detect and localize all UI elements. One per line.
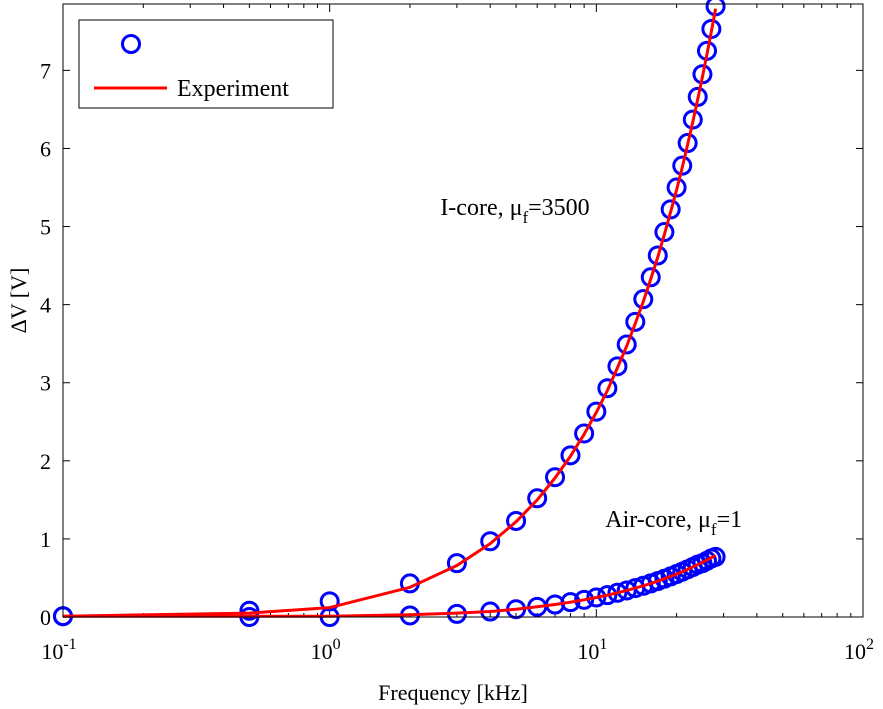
annotation: I-core, μf=3500 [440, 195, 589, 227]
data-point [480, 531, 501, 552]
data-point [597, 378, 618, 399]
data-point [625, 311, 646, 332]
x-tick-label: 10-1 [41, 636, 76, 664]
y-tick-label: 3 [40, 371, 51, 396]
series-layer [53, 0, 726, 627]
x-tick-label: 101 [577, 636, 607, 664]
data-point [506, 510, 527, 531]
y-axis-label: ΔV [V] [6, 268, 31, 334]
data-point [633, 289, 654, 310]
data-point [640, 267, 661, 288]
series-3 [62, 8, 718, 618]
data-point [560, 445, 581, 466]
y-tick-label: 5 [40, 215, 51, 240]
data-point [597, 585, 618, 606]
data-point [660, 199, 681, 220]
legend-marker [121, 34, 141, 54]
series-4 [63, 553, 717, 618]
plot-frame [62, 3, 864, 618]
tick-labels: 0 1 2 3 4 5 6 7 10-1 100 101 102 [40, 58, 874, 664]
data-point [574, 423, 595, 444]
y-tick-label: 4 [40, 293, 51, 318]
y-tick-label: 2 [40, 449, 51, 474]
data-point [672, 155, 693, 176]
y-tick-label: 1 [40, 527, 51, 552]
x-axis-label: Frequency [kHz] [378, 680, 528, 705]
data-point [239, 600, 260, 621]
legend: Experiment [78, 19, 334, 109]
data-point [607, 356, 628, 377]
legend-box [78, 19, 334, 109]
annotation: Air-core, μf=1 [605, 507, 742, 539]
legend-label: Experiment [177, 76, 289, 102]
data-point [586, 401, 607, 422]
data-point [545, 467, 566, 488]
data-point [607, 582, 628, 603]
x-tick-label: 100 [311, 636, 341, 664]
data-point [527, 488, 548, 509]
data-point [666, 177, 687, 198]
series-line [63, 553, 717, 618]
annotations: I-core, μf=3500 Air-core, μf=1 [440, 195, 742, 539]
y-tick-label: 6 [40, 136, 51, 161]
y-tick-label: 0 [40, 605, 51, 630]
data-point [616, 334, 637, 355]
data-point [446, 553, 467, 574]
data-point [647, 245, 668, 266]
data-point [677, 132, 698, 153]
axis-ticks [62, 4, 864, 618]
series-line [62, 8, 718, 618]
x-tick-label: 102 [844, 636, 874, 664]
data-point [654, 222, 675, 243]
data-point [705, 546, 726, 567]
y-tick-label: 7 [40, 58, 51, 83]
data-point [586, 587, 607, 608]
